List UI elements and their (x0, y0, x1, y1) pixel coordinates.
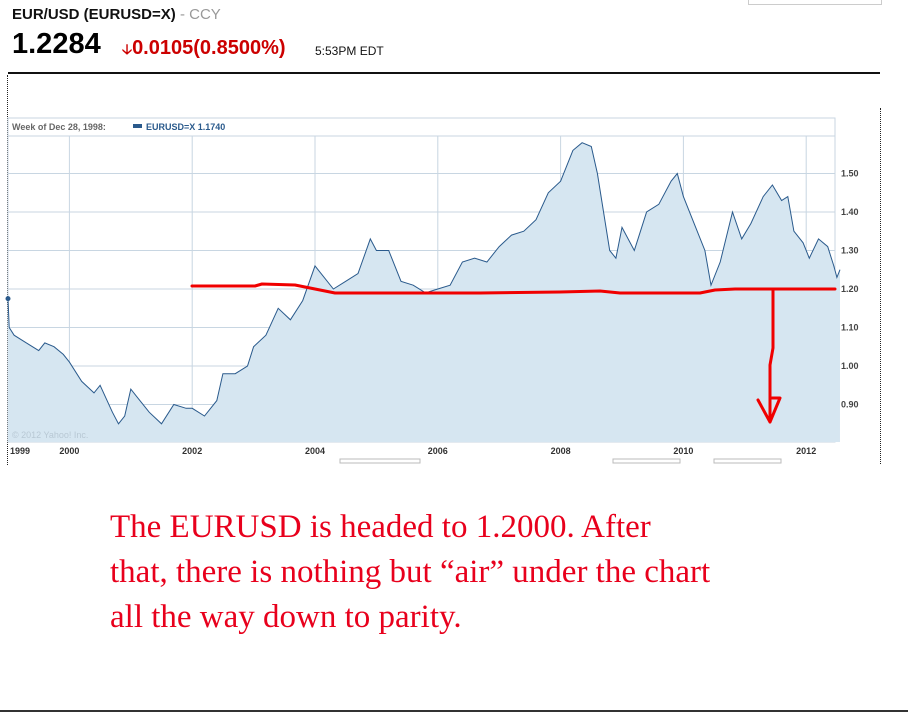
x-tick-label: 2010 (673, 446, 693, 456)
quote-time: 5:53PM EDT (315, 44, 384, 58)
x-tick-label: 1999 (10, 446, 30, 456)
x-tick-label: 2002 (182, 446, 202, 456)
divider (8, 72, 880, 74)
annotation-line: that, there is nothing but “air” under t… (110, 554, 711, 590)
exchange-label: - CCY (179, 6, 221, 23)
support-line (190, 282, 837, 295)
annotation-line: The EURUSD is headed to 1.2000. After (110, 509, 651, 545)
quote-title: EUR/USD (EURUSD=X) - CCY (12, 6, 221, 23)
y-tick-label: 1.10 (841, 323, 859, 333)
legend-series: EURUSD=X 1.1740 (146, 122, 225, 132)
x-tick-label: 2000 (59, 446, 79, 456)
legend-date: Week of Dec 28, 1998: (12, 122, 106, 132)
y-tick-label: 1.40 (841, 207, 859, 217)
copyright: © 2012 Yahoo! Inc. (12, 430, 88, 440)
x-tick-label: 2012 (796, 446, 816, 456)
range-tab[interactable] (339, 458, 421, 464)
range-tab[interactable] (612, 458, 681, 464)
start-point (5, 296, 11, 302)
change-percent: (0.8500%) (193, 37, 286, 59)
x-tick-label: 2004 (305, 446, 325, 456)
price-chart: 0.90 1.00 1.10 1.20 1.30 1.40 1.50 1999 2000 2002… (5, 117, 859, 464)
y-tick-label: 1.20 (841, 284, 859, 294)
x-tick-label: 2008 (551, 446, 571, 456)
down-arrow-annotation (756, 287, 782, 424)
x-tick-label: 2006 (428, 446, 448, 456)
legend-swatch (133, 124, 142, 128)
price-line (7, 142, 841, 425)
price-change: 🡣0.0105(0.8500%) (122, 37, 286, 63)
change-value: 0.0105 (132, 37, 194, 59)
bottom-border (0, 710, 908, 712)
last-price: 1.2284 (12, 28, 101, 60)
annotation-text: The EURUSD is headed to 1.2000. After th… (110, 505, 870, 640)
y-tick-label: 1.50 (841, 169, 859, 179)
y-tick-label: 1.30 (841, 246, 859, 256)
annotation-line: all the way down to parity. (110, 599, 462, 635)
dotted-border (880, 108, 881, 464)
y-tick-label: 0.90 (841, 400, 859, 410)
symbol-name: EUR/USD (EURUSD=X) (12, 6, 176, 23)
header-box (748, 0, 882, 5)
y-tick-label: 1.00 (841, 361, 859, 371)
range-tab[interactable] (713, 458, 782, 464)
arrow-down-icon: 🡣 (122, 41, 133, 57)
